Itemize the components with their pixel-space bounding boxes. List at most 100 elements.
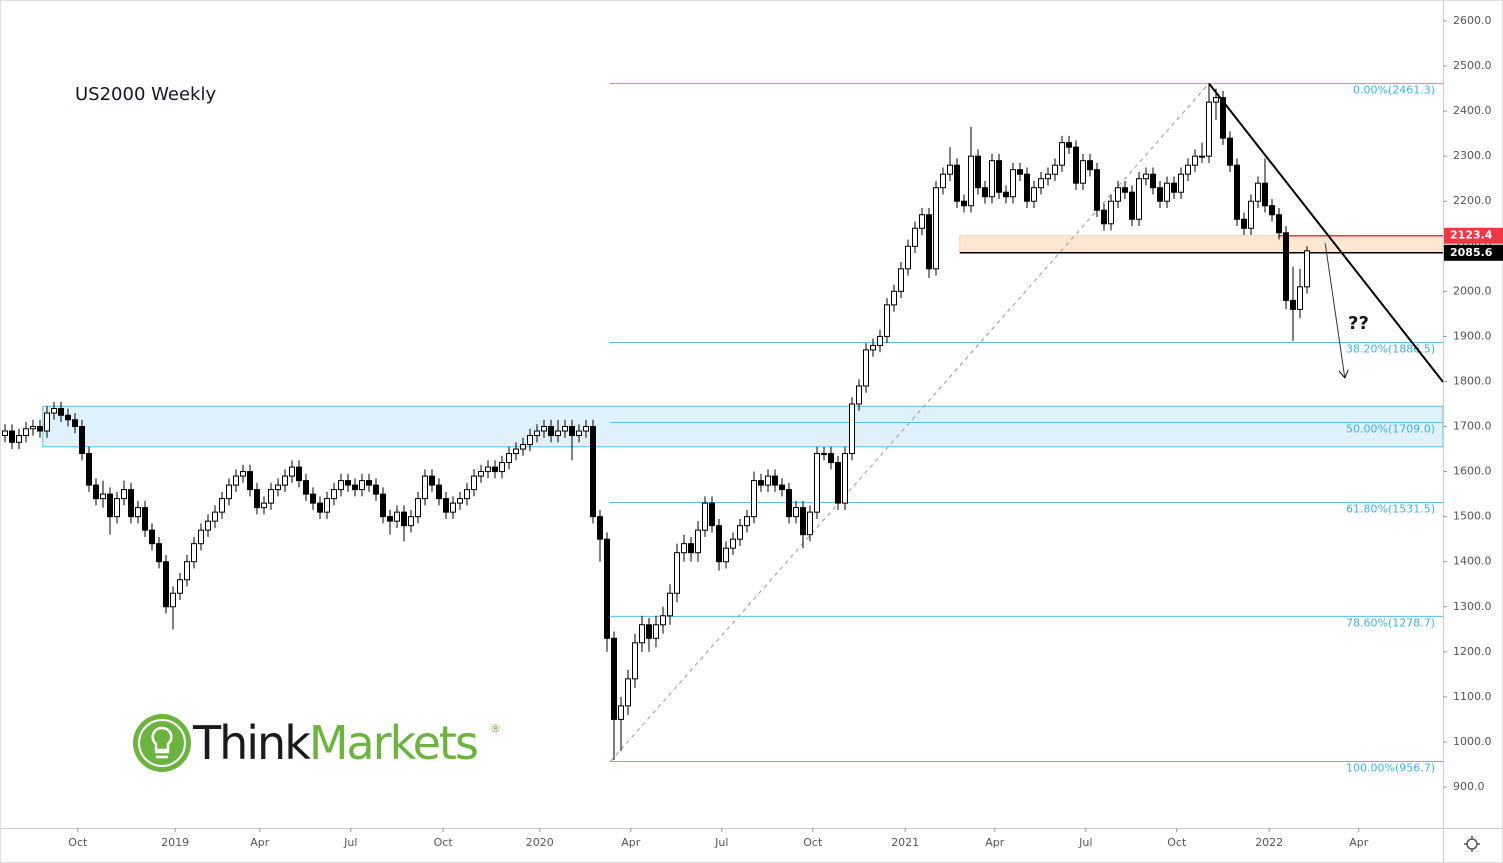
candle-body	[120, 489, 127, 500]
x-tick-label: Apr	[250, 836, 270, 849]
candle-body	[351, 484, 358, 491]
candle-body	[946, 164, 953, 175]
candle-body	[547, 426, 554, 437]
y-tick-label: 1500.0	[1453, 510, 1492, 523]
fib-label: 0.00%(2461.3)	[1353, 83, 1435, 96]
candle-body	[820, 453, 827, 456]
candle-body	[687, 543, 694, 554]
logo-registered: ®	[490, 722, 501, 735]
candle-body	[631, 642, 638, 680]
logo-bulb	[151, 726, 173, 759]
y-tick-label: 2300.0	[1453, 149, 1492, 162]
candle-body	[1135, 178, 1142, 220]
x-tick-label: 2022	[1255, 836, 1283, 849]
candle-body	[1086, 160, 1093, 171]
gear-teeth[interactable]	[1464, 836, 1480, 852]
candle-body	[400, 511, 407, 527]
candle-body	[841, 453, 848, 504]
candle-body	[309, 493, 316, 504]
candle-body	[288, 466, 295, 477]
candle-body	[834, 462, 841, 504]
candle-body	[22, 428, 29, 437]
candle-body	[792, 507, 799, 518]
fib-label: 38.20%(1886.5)	[1346, 342, 1435, 355]
candle-body	[764, 475, 771, 486]
candle-body	[428, 475, 435, 486]
candle-body	[1184, 164, 1191, 175]
candle-body	[358, 480, 365, 491]
logo: ThinkMarkets ®	[133, 714, 501, 772]
arrow	[1324, 243, 1345, 378]
candle-body	[1044, 173, 1051, 180]
candle-body	[148, 529, 155, 545]
candle-body	[183, 561, 190, 581]
candle-body	[1023, 173, 1030, 202]
y-tick-label: 2600.0	[1453, 14, 1492, 27]
candle-body	[603, 538, 610, 639]
candle-body	[932, 187, 939, 270]
candle-body	[1240, 218, 1247, 229]
candle-body	[1051, 164, 1058, 175]
candle-body	[1254, 182, 1261, 202]
candle-body	[967, 155, 974, 207]
candle-body	[778, 484, 785, 491]
candle-body	[232, 475, 239, 486]
candle-body	[1114, 187, 1121, 202]
candle-body	[939, 173, 946, 189]
candle-body	[386, 516, 393, 522]
candle-body	[1261, 182, 1268, 207]
candle-body	[897, 268, 904, 292]
candle-body	[540, 426, 547, 432]
candle-body	[974, 155, 981, 189]
candle-body	[1296, 286, 1303, 310]
candle-body	[92, 484, 99, 500]
x-tick-label: Oct	[68, 836, 88, 849]
settings-icon[interactable]	[1464, 836, 1480, 852]
candle-body	[1163, 182, 1170, 202]
candle-body	[260, 502, 267, 509]
candle-body	[1156, 187, 1163, 202]
candle-body	[988, 160, 995, 198]
candle-body	[127, 489, 134, 518]
logo-think: Think	[192, 716, 311, 770]
candle-body	[85, 453, 92, 486]
candle-body	[813, 453, 820, 513]
candle-body	[1, 430, 8, 437]
candle-body	[925, 214, 932, 270]
x-tick-label: Oct	[434, 836, 454, 849]
candle-body	[295, 466, 302, 482]
candle-body	[1177, 173, 1184, 193]
candle-body	[1226, 137, 1233, 166]
candle-body	[526, 435, 533, 446]
candle-body	[204, 520, 211, 531]
candle-body	[960, 200, 967, 207]
candle-body	[750, 480, 757, 518]
candle-body	[1268, 205, 1275, 216]
candle-body	[610, 637, 617, 720]
candle-body	[1219, 97, 1226, 139]
candle-body	[806, 511, 813, 536]
y-tick-label: 1400.0	[1453, 555, 1492, 568]
candle-body	[862, 349, 869, 387]
candle-body	[1282, 232, 1289, 301]
candle-body	[1058, 142, 1065, 166]
candle-body	[134, 507, 141, 518]
candle-body	[1100, 209, 1107, 225]
price-tag	[1444, 227, 1503, 244]
logo-icon-ring	[138, 719, 186, 767]
candle-body	[78, 426, 85, 455]
candle-body	[876, 335, 883, 346]
candle-body	[624, 678, 631, 707]
candle-body	[253, 489, 260, 509]
candle-body	[43, 412, 50, 432]
candle-body	[743, 516, 750, 527]
candle-body	[323, 498, 330, 513]
candle-body	[372, 484, 379, 495]
candle-body	[1121, 187, 1128, 193]
candle-body	[162, 561, 169, 608]
candle-body	[869, 344, 876, 351]
candle-body	[890, 290, 897, 306]
candle-body	[379, 493, 386, 518]
